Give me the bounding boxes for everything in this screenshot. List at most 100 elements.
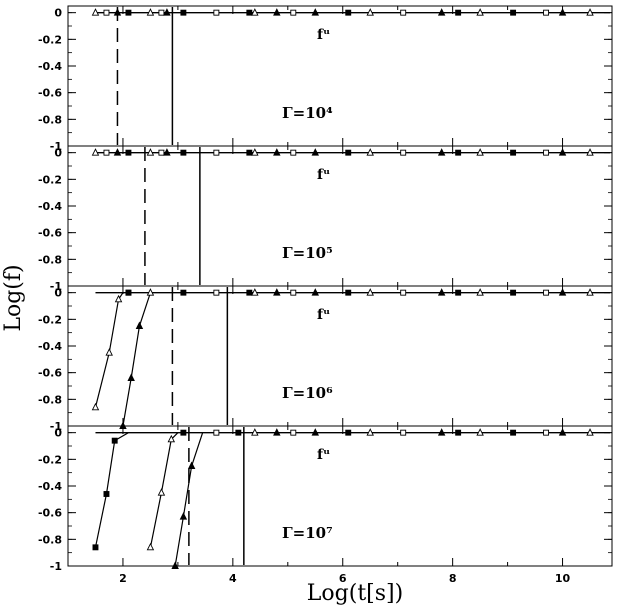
data-point-open-square bbox=[400, 9, 407, 16]
panel-label: Γ=10⁵ bbox=[282, 244, 333, 262]
data-point-filled-square bbox=[345, 429, 352, 436]
data-point-filled-square bbox=[510, 149, 517, 156]
y-tick-label: 0 bbox=[54, 147, 62, 160]
y-tick-label: -0.8 bbox=[38, 113, 62, 126]
data-point-filled-square bbox=[125, 9, 132, 16]
data-point-filled-triangle bbox=[558, 288, 567, 296]
data-point-open-square bbox=[158, 9, 165, 16]
data-point-open-triangle bbox=[366, 8, 374, 16]
data-point-filled-square bbox=[455, 149, 462, 156]
x-tick-label: 6 bbox=[339, 572, 347, 585]
data-point-filled-triangle bbox=[558, 148, 567, 156]
x-tick-label: 2 bbox=[119, 572, 127, 585]
data-point-filled-triangle bbox=[135, 321, 144, 329]
data-point-open-square bbox=[290, 9, 297, 16]
data-point-filled-square bbox=[92, 544, 99, 551]
data-point-filled-square bbox=[246, 9, 253, 16]
data-point-filled-square bbox=[510, 9, 517, 16]
panel-3: 0 -0.2 -0.4 -0.6 -0.8 -1 fᵘ Γ=10⁶ bbox=[38, 285, 613, 433]
curve-label: fᵘ bbox=[317, 167, 330, 183]
data-point-filled-square bbox=[455, 9, 462, 16]
data-point-open-triangle bbox=[105, 348, 113, 356]
panels: 0 -0.2 -0.4 -0.6 -0.8 -1 fᵘ Γ=10⁴ 0 -0.2 -0.4 -0.6 -… bbox=[38, 5, 613, 585]
data-point-open-triangle bbox=[146, 542, 155, 551]
data-point-filled-triangle bbox=[437, 8, 446, 16]
data-point-filled-triangle bbox=[113, 148, 122, 156]
data-point-filled-triangle bbox=[273, 8, 281, 16]
data-point-open-square bbox=[290, 429, 297, 436]
data-point-open-triangle bbox=[366, 288, 374, 296]
data-point-filled-square bbox=[111, 437, 118, 444]
data-point-open-square bbox=[213, 289, 220, 296]
data-point-open-triangle bbox=[586, 8, 594, 16]
curve-label: fᵘ bbox=[317, 447, 330, 463]
x-tick-label: 10 bbox=[555, 572, 571, 585]
data-point-filled-square bbox=[345, 9, 352, 16]
data-point-open-triangle bbox=[251, 428, 259, 436]
data-point-filled-square bbox=[125, 289, 132, 296]
data-point-filled-square bbox=[246, 289, 253, 296]
y-tick-label: -0.2 bbox=[38, 453, 62, 466]
data-point-open-triangle bbox=[476, 8, 484, 16]
data-point-filled-triangle bbox=[127, 373, 135, 381]
data-point-filled-square bbox=[180, 429, 187, 436]
data-point-open-triangle bbox=[476, 148, 484, 156]
data-point-open-square bbox=[158, 149, 165, 156]
data-point-open-square bbox=[400, 149, 407, 156]
data-point-filled-triangle bbox=[437, 428, 446, 436]
data-point-open-triangle bbox=[157, 488, 166, 496]
panel-frame bbox=[67, 5, 613, 147]
y-tick-label: -0.6 bbox=[38, 87, 62, 100]
data-point-filled-square bbox=[345, 289, 352, 296]
data-point-filled-triangle bbox=[163, 148, 171, 156]
data-point-filled-triangle bbox=[179, 512, 188, 520]
data-point-open-triangle bbox=[251, 148, 259, 156]
x-axis-title: Log(t[s]) bbox=[307, 581, 403, 606]
data-point-filled-square bbox=[510, 289, 517, 296]
x-tick-label: 8 bbox=[449, 572, 457, 585]
data-point-filled-triangle bbox=[437, 288, 446, 296]
data-point-filled-square bbox=[103, 491, 110, 497]
data-point-filled-triangle bbox=[311, 8, 320, 16]
panel-1: 0 -0.2 -0.4 -0.6 -0.8 -1 fᵘ Γ=10⁴ bbox=[38, 5, 613, 153]
data-point-filled-triangle bbox=[163, 8, 171, 16]
y-tick-label: -0.2 bbox=[38, 33, 62, 46]
data-point-open-triangle bbox=[167, 434, 176, 443]
y-tick-label: -0.4 bbox=[38, 340, 62, 353]
data-point-open-square bbox=[103, 9, 110, 16]
y-tick-label: -0.6 bbox=[38, 507, 62, 520]
data-point-open-square bbox=[543, 149, 550, 156]
data-point-open-square bbox=[543, 429, 550, 436]
panel-label: Γ=10⁴ bbox=[282, 104, 333, 122]
data-point-filled-triangle bbox=[437, 148, 446, 156]
y-tick-label: -0.4 bbox=[38, 60, 62, 73]
data-point-open-square bbox=[290, 289, 297, 296]
data-point-filled-square bbox=[246, 149, 253, 156]
data-point-open-triangle bbox=[114, 294, 123, 303]
y-tick-label: -0.8 bbox=[38, 393, 62, 406]
data-point-filled-square bbox=[510, 429, 517, 436]
data-point-open-triangle bbox=[251, 288, 259, 296]
y-tick-label: -0.8 bbox=[38, 253, 62, 266]
panel-2: 0 -0.2 -0.4 -0.6 -0.8 -1 fᵘ Γ=10⁵ bbox=[38, 145, 613, 293]
data-point-open-square bbox=[400, 429, 407, 436]
data-point-open-square bbox=[290, 149, 297, 156]
panel-frame bbox=[67, 425, 613, 567]
data-point-filled-triangle bbox=[273, 288, 281, 296]
y-tick-label: -1 bbox=[50, 280, 62, 293]
data-point-open-triangle bbox=[366, 148, 374, 156]
y-tick-label: -0.4 bbox=[38, 480, 62, 493]
series-line bbox=[94, 292, 124, 408]
data-point-filled-square bbox=[345, 149, 352, 156]
series-line bbox=[122, 292, 151, 427]
data-point-filled-square bbox=[180, 149, 187, 156]
series-line bbox=[149, 432, 179, 548]
data-point-filled-triangle bbox=[113, 8, 122, 16]
data-point-filled-square bbox=[455, 429, 462, 436]
curve-label: fᵘ bbox=[317, 307, 330, 323]
data-point-filled-square bbox=[180, 289, 187, 296]
data-point-open-triangle bbox=[586, 428, 594, 436]
data-point-open-square bbox=[213, 9, 220, 16]
data-point-filled-triangle bbox=[558, 8, 567, 16]
